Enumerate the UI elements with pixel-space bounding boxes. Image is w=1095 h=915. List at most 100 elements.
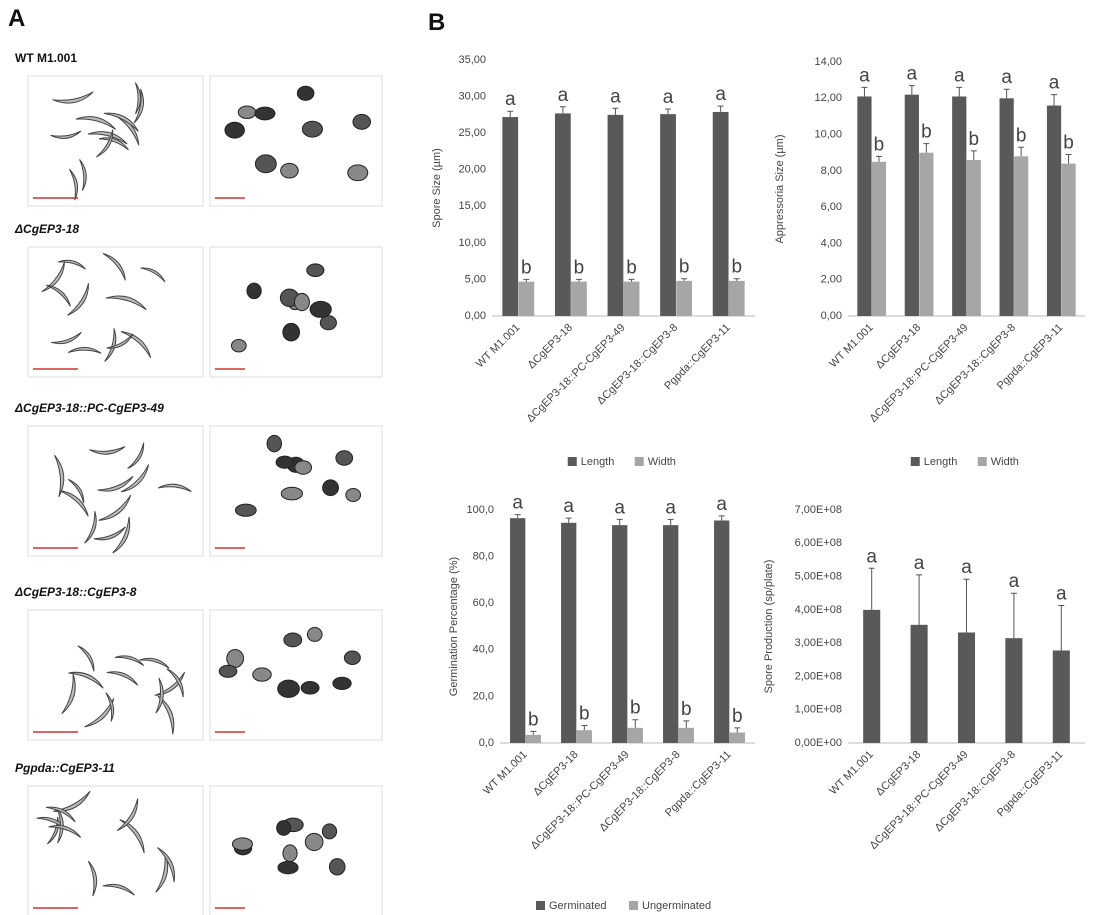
significance-letter: b <box>1016 125 1027 146</box>
error-bar <box>523 279 529 281</box>
appressorium <box>283 845 297 862</box>
bar <box>663 525 678 743</box>
significance-letter: a <box>715 84 726 105</box>
appressorium <box>322 824 336 839</box>
significance-letter: a <box>1009 571 1020 592</box>
significance-letter: a <box>663 87 674 108</box>
error-bar <box>617 519 623 525</box>
appressorium <box>231 339 246 351</box>
x-tick-label: ΔCgEP3-18 <box>531 749 581 799</box>
legend-label: Width <box>991 456 1019 468</box>
appressorium <box>307 264 324 277</box>
micrograph-frame <box>210 610 382 740</box>
bar <box>713 112 729 316</box>
y-tick-label: 8,00 <box>821 165 842 177</box>
appressorium <box>307 628 322 642</box>
error-bar <box>665 109 671 114</box>
legend-label: Width <box>648 456 676 468</box>
y-tick-label: 35,00 <box>458 54 486 66</box>
y-tick-label: 1,00E+08 <box>795 704 842 716</box>
y-tick-label: 80,0 <box>473 551 494 563</box>
x-tick-label: WT M1.001 <box>474 322 523 371</box>
error-bar <box>581 726 587 731</box>
error-bar <box>629 279 635 281</box>
x-tick-label: ΔCgEP3-18::PC-CgEP3-49 <box>867 749 970 852</box>
y-tick-label: 30,00 <box>458 90 486 102</box>
appressorium <box>305 833 323 850</box>
error-bar <box>734 728 740 733</box>
bar <box>577 730 592 743</box>
y-tick-label: 20,0 <box>473 690 494 702</box>
error-bar <box>668 519 674 525</box>
x-tick-label: ΔCgEP3-18::PC-CgEP3-49 <box>867 322 970 425</box>
appressorium <box>310 301 331 317</box>
significance-letter: b <box>1063 133 1074 154</box>
appressorium <box>232 838 252 850</box>
error-bar <box>515 515 521 518</box>
appressorium <box>276 456 293 468</box>
significance-letter: a <box>1056 584 1067 605</box>
significance-letter: a <box>1001 67 1012 88</box>
appressorium <box>278 680 300 697</box>
error-bar <box>956 87 962 96</box>
micrograph-frame <box>28 786 203 915</box>
x-tick-label: ΔCgEP3-18 <box>874 322 924 372</box>
y-tick-label: 7,00E+08 <box>795 504 842 516</box>
bar <box>561 523 576 743</box>
error-bar <box>1004 89 1010 98</box>
bar <box>628 728 643 743</box>
appressorium <box>235 504 256 516</box>
appressorium <box>225 122 244 138</box>
error-bar <box>734 279 740 281</box>
appressorium <box>227 649 244 667</box>
bar <box>1053 650 1070 743</box>
x-tick-label: WT M1.001 <box>481 749 530 798</box>
bar <box>1000 98 1014 316</box>
significance-letter: b <box>968 129 979 150</box>
legend-label: Germinated <box>549 900 606 912</box>
appressorium <box>281 163 299 178</box>
appressorium <box>219 665 237 677</box>
significance-letter: a <box>866 546 877 567</box>
significance-letter: b <box>921 122 932 143</box>
panel-label: A <box>8 5 25 32</box>
significance-letter: a <box>505 89 516 110</box>
appressorium <box>267 435 281 451</box>
error-bar <box>507 111 513 117</box>
appressorium <box>238 106 256 119</box>
bar <box>502 117 518 316</box>
bar <box>714 520 729 743</box>
significance-letter: a <box>859 65 870 86</box>
significance-letter: b <box>521 257 532 278</box>
y-axis-title: Spore Size (µm) <box>431 148 443 228</box>
micrograph-frame <box>28 610 203 740</box>
bar <box>608 115 624 316</box>
error-bar <box>876 156 882 161</box>
y-axis-title: Appressoria Size (µm) <box>774 134 786 243</box>
bar <box>967 160 981 316</box>
significance-letter: a <box>610 86 621 107</box>
significance-letter: b <box>731 257 742 278</box>
appressorium <box>281 487 302 500</box>
bar <box>863 610 880 743</box>
bar <box>730 733 745 743</box>
bar <box>676 281 692 316</box>
error-bar <box>1018 147 1024 156</box>
bar <box>872 162 886 316</box>
appressorium <box>297 86 314 100</box>
appressorium <box>353 114 371 129</box>
x-tick-label: ΔCgEP3-18::PC-CgEP3-49 <box>524 322 627 425</box>
error-bar <box>1058 606 1064 651</box>
x-tick-label: WT M1.001 <box>827 749 876 798</box>
significance-letter: b <box>679 257 690 278</box>
bar <box>679 728 694 743</box>
legend-swatch <box>536 901 545 910</box>
x-tick-label: ΔCgEP3-18 <box>526 322 576 372</box>
bar <box>571 282 587 316</box>
appressorium <box>283 323 300 341</box>
legend-label: Length <box>581 456 615 468</box>
appressorium <box>336 451 353 466</box>
x-tick-label: ΔCgEP3-18 <box>874 749 924 799</box>
bar <box>1005 638 1022 743</box>
error-bar <box>964 579 970 632</box>
